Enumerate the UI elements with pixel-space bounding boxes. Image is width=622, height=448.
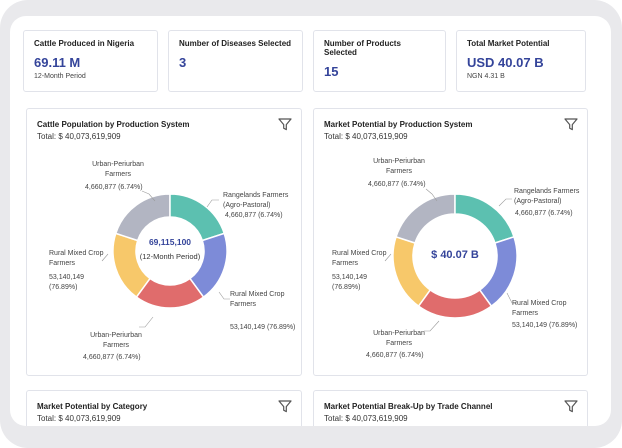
slice-label-rangelands: Rangelands Farmers (Agro-Pastoral)	[223, 192, 289, 209]
stat-title: Number of Products Selected	[324, 39, 401, 57]
slice-value-urban-top: 4,660,877 (6.74%)	[368, 181, 426, 188]
filter-icon[interactable]	[278, 400, 292, 413]
panel-title: Market Potential by Production System	[324, 120, 473, 129]
stat-title: Cattle Produced in Nigeria	[34, 39, 135, 48]
panel-total: Total: $ 40,073,619,909	[37, 414, 121, 423]
slice-label-rural-left: Rural Mixed Crop Farmers	[49, 250, 104, 267]
slice-label-rural-right: Rural Mixed Crop Farmers	[230, 291, 285, 308]
panel-total: Total: $ 40,073,619,909	[37, 132, 121, 141]
stat-value: USD 40.07 B	[467, 55, 544, 70]
donut-slice-rural-left	[417, 288, 493, 319]
panel-trade-channel: Market Potential Break-Up by Trade Chann…	[313, 390, 588, 426]
dashboard-screen: Cattle Produced in Nigeria 69.11 M 12-Mo…	[10, 16, 611, 426]
slice-label-rural-left: Rural Mixed Crop Farmers	[332, 250, 387, 267]
stat-card-products: Number of Products Selected 15	[313, 30, 446, 92]
slice-label-urban-top: Urban-Periurban Farmers	[92, 161, 144, 178]
filter-icon[interactable]	[278, 118, 292, 131]
filter-icon[interactable]	[564, 400, 578, 413]
donut-chart-cattle	[112, 193, 228, 309]
slice-value-rural-left: 53,140,149 (76.89%)	[49, 274, 85, 291]
stat-sub: NGN 4.31 B	[467, 73, 505, 80]
stat-value: 3	[179, 55, 187, 70]
stat-value: 69.11 M	[34, 55, 81, 70]
leader-lines	[101, 190, 230, 328]
slice-value-urban-top: 4,660,877 (6.74%)	[85, 184, 143, 191]
slice-label-rangelands: Rangelands Farmers (Agro-Pastoral)	[514, 188, 580, 205]
stat-value: 15	[324, 64, 339, 79]
slice-label-rural-right: Rural Mixed Crop Farmers	[512, 300, 567, 317]
slice-label-urban-bottom: Urban-Periurban Farmers	[90, 332, 142, 349]
panel-title: Market Potential by Category	[37, 402, 148, 411]
donut-chart-market	[392, 193, 518, 319]
slice-value-rangelands: 4,660,877 (6.74%)	[515, 210, 573, 217]
stat-sub: 12-Month Period	[34, 73, 86, 80]
panel-market-by-category: Market Potential by Category Total: $ 40…	[26, 390, 302, 426]
stat-card-total-market: Total Market Potential USD 40.07 B NGN 4…	[456, 30, 586, 92]
donut-center-value: 69,115,100	[148, 237, 192, 247]
slice-value-urban-bottom: 4,660,877 (6.74%)	[83, 354, 141, 361]
filter-icon[interactable]	[564, 118, 578, 131]
panel-market-potential: Market Potential by Production System To…	[313, 108, 588, 376]
slice-label-urban-bottom: Urban-Periurban Farmers	[373, 330, 425, 347]
donut-center-sub: (12-Month Period)	[139, 252, 201, 261]
panel-total: Total: $ 40,073,619,909	[324, 132, 408, 141]
slice-value-urban-bottom: 4,660,877 (6.74%)	[366, 352, 424, 359]
panel-title: Market Potential Break-Up by Trade Chann…	[324, 402, 493, 411]
slice-value-rural-right: 53,140,149 (76.89%)	[512, 322, 578, 329]
stat-card-diseases: Number of Diseases Selected 3	[168, 30, 303, 92]
stat-title: Total Market Potential	[467, 39, 550, 48]
slice-value-rangelands: 4,660,877 (6.74%)	[225, 212, 283, 219]
leader-lines	[384, 188, 518, 332]
donut-center-value: $ 40.07 B	[431, 249, 479, 261]
stat-card-cattle-produced: Cattle Produced in Nigeria 69.11 M 12-Mo…	[23, 30, 158, 92]
slice-value-rural-right: 53,140,149 (76.89%)	[230, 324, 296, 331]
donut-slice-rural-left	[135, 277, 205, 309]
panel-total: Total: $ 40,073,619,909	[324, 414, 408, 423]
slice-value-rural-left: 53,140,149 (76.89%)	[332, 274, 368, 291]
stat-title: Number of Diseases Selected	[179, 39, 292, 48]
panel-title: Cattle Population by Production System	[37, 120, 190, 129]
slice-label-urban-top: Urban-Periurban Farmers	[373, 158, 425, 175]
panel-cattle-population: Cattle Population by Production System T…	[26, 108, 302, 376]
